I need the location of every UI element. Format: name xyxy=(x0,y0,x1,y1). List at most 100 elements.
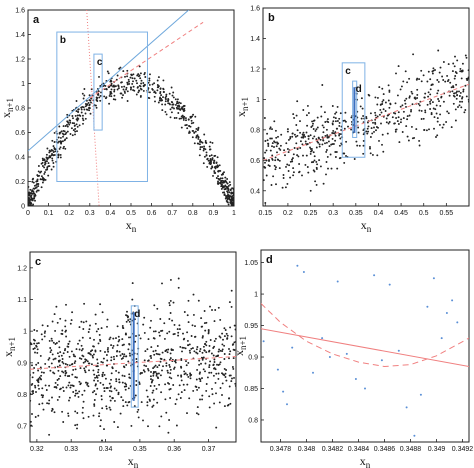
data-point xyxy=(305,131,308,134)
data-point xyxy=(332,129,335,132)
data-point xyxy=(312,371,314,374)
data-point xyxy=(115,78,118,81)
data-point xyxy=(203,155,206,158)
data-point xyxy=(95,393,97,396)
zoom-box-label: d xyxy=(356,84,362,95)
data-point xyxy=(51,339,54,342)
data-point xyxy=(147,81,150,84)
data-point xyxy=(321,143,324,146)
data-point xyxy=(64,363,67,365)
data-point xyxy=(139,372,142,374)
data-point xyxy=(281,186,284,189)
data-point xyxy=(192,113,195,116)
data-point xyxy=(339,156,342,159)
data-point xyxy=(31,413,33,415)
data-point xyxy=(321,124,324,127)
data-point xyxy=(142,85,145,88)
data-point xyxy=(315,160,318,163)
data-point xyxy=(423,96,426,99)
data-point xyxy=(211,141,214,144)
data-point xyxy=(159,357,162,360)
data-point xyxy=(127,78,130,81)
data-point xyxy=(174,359,177,361)
data-point xyxy=(93,379,96,382)
data-point xyxy=(182,346,185,349)
data-point xyxy=(233,341,236,344)
data-point xyxy=(47,358,50,361)
x-axis-label: xn xyxy=(126,218,137,234)
data-point xyxy=(378,113,381,116)
data-point xyxy=(40,162,43,165)
y-tick-label: 0.6 xyxy=(250,158,260,165)
data-point xyxy=(111,366,114,369)
data-point xyxy=(41,181,44,184)
data-point xyxy=(82,119,85,122)
data-point xyxy=(30,420,32,423)
data-point xyxy=(38,387,40,390)
data-point xyxy=(84,112,87,115)
data-point xyxy=(84,105,87,108)
data-point xyxy=(380,122,382,125)
data-point xyxy=(171,101,174,104)
data-point xyxy=(195,135,198,138)
data-point xyxy=(186,373,189,376)
data-point xyxy=(192,389,195,392)
data-point xyxy=(315,128,318,131)
data-point xyxy=(42,408,45,411)
data-point xyxy=(226,194,229,197)
data-point xyxy=(126,314,129,317)
data-point xyxy=(219,387,222,389)
data-point xyxy=(293,117,296,119)
data-point xyxy=(295,142,298,145)
data-point xyxy=(40,394,43,397)
data-point xyxy=(112,337,115,340)
x-tick-label: 0.45 xyxy=(394,210,408,217)
data-point xyxy=(220,187,223,190)
data-point xyxy=(389,102,392,105)
data-point xyxy=(125,320,128,323)
data-point xyxy=(419,393,422,396)
data-point xyxy=(110,344,113,347)
data-point xyxy=(219,169,222,172)
data-point xyxy=(53,131,56,134)
data-point xyxy=(37,183,40,185)
data-point xyxy=(224,188,227,190)
data-point xyxy=(227,203,230,206)
data-point xyxy=(374,96,377,99)
data-point xyxy=(310,126,313,128)
x-tick-label: 0.55 xyxy=(440,210,454,217)
data-point xyxy=(95,330,98,333)
data-point xyxy=(156,401,159,404)
data-point xyxy=(293,147,296,149)
data-point xyxy=(307,137,310,140)
data-point xyxy=(224,329,227,331)
data-point xyxy=(135,93,138,96)
x-tick-label: 0.3486 xyxy=(374,446,396,453)
data-point xyxy=(332,132,335,135)
data-point xyxy=(169,372,172,375)
data-point xyxy=(77,342,79,345)
data-point xyxy=(118,339,121,341)
data-point xyxy=(42,177,45,180)
data-point xyxy=(117,371,120,374)
data-point xyxy=(459,67,462,70)
data-point xyxy=(110,92,113,95)
y-tick-label: 1.1 xyxy=(17,297,27,304)
data-point xyxy=(83,389,86,392)
data-point xyxy=(198,350,201,353)
data-point xyxy=(188,125,191,127)
data-point xyxy=(83,94,86,97)
data-point xyxy=(70,384,72,387)
data-point xyxy=(124,75,126,78)
data-point xyxy=(113,421,116,423)
x-tick-label: 0.34 xyxy=(99,446,113,453)
data-point xyxy=(406,118,409,121)
data-point xyxy=(211,165,214,168)
data-point xyxy=(196,406,199,409)
data-point xyxy=(62,352,65,355)
data-point xyxy=(444,80,447,83)
data-point xyxy=(213,155,216,157)
data-point xyxy=(311,137,314,140)
data-point xyxy=(180,115,183,118)
data-point xyxy=(151,88,154,90)
